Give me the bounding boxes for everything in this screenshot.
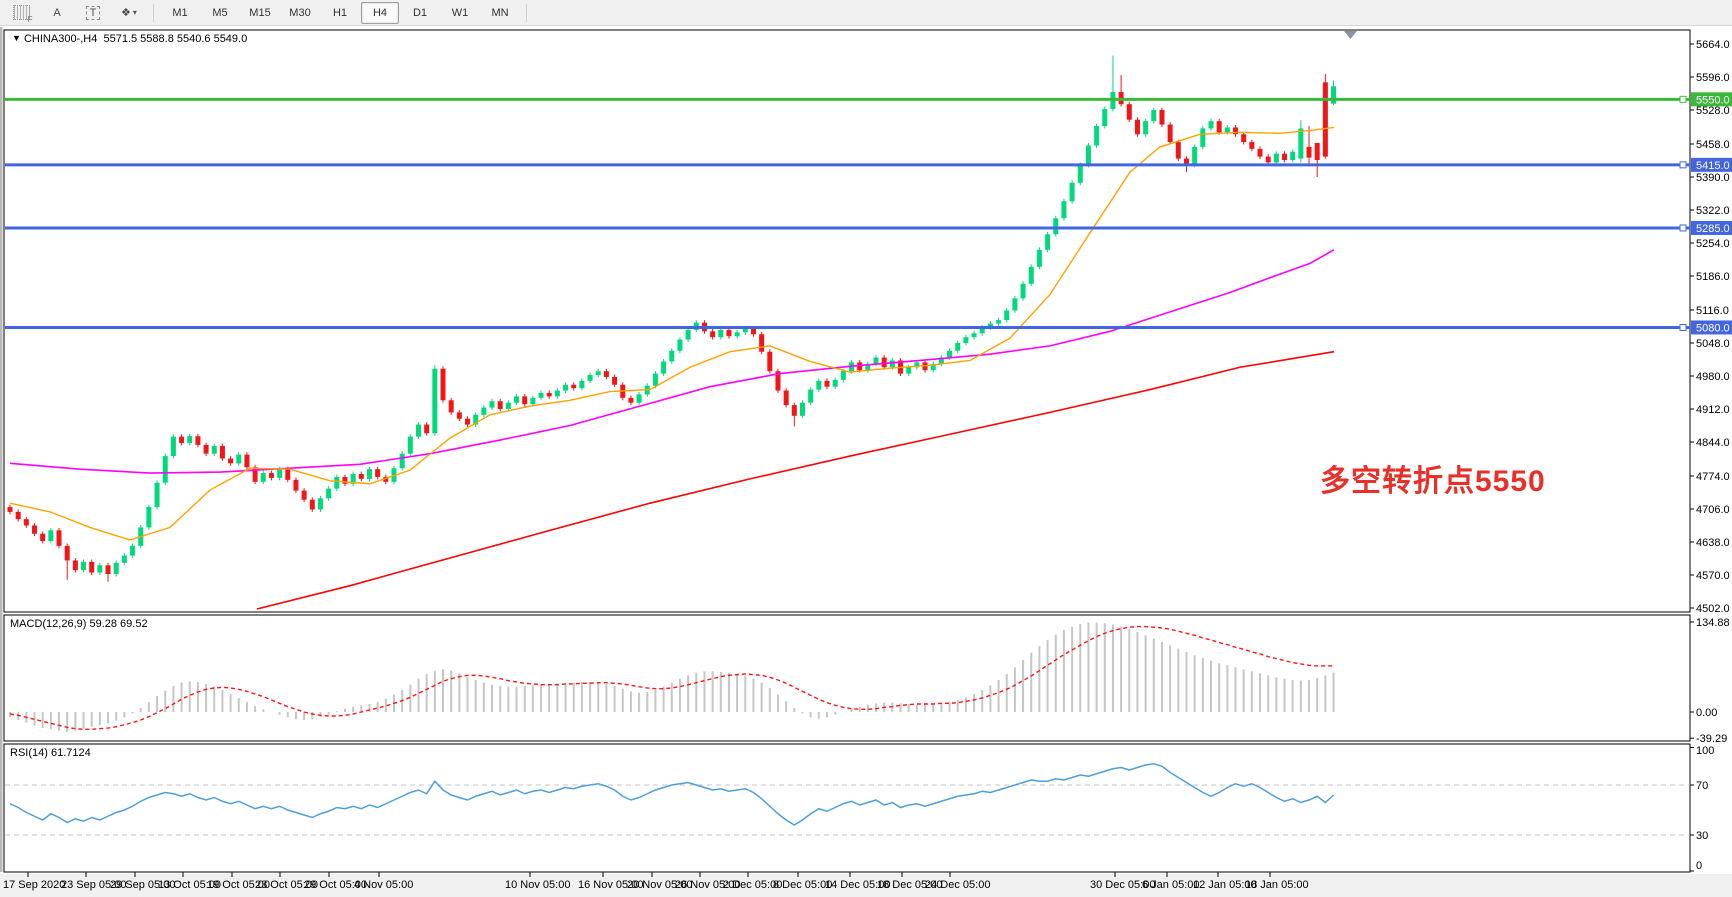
svg-text:5080.0: 5080.0 (1696, 322, 1730, 334)
svg-text:134.88: 134.88 (1696, 617, 1730, 629)
grid-icon: F (12, 5, 33, 24)
symbol-name: CHINA300-,H4 (23, 33, 98, 45)
svg-text:5254.0: 5254.0 (1696, 238, 1730, 250)
svg-text:19 Oct 05:00: 19 Oct 05:00 (207, 879, 270, 891)
svg-text:30 Dec 05:00: 30 Dec 05:00 (1090, 879, 1155, 891)
timeframe-button-h4[interactable]: H4 (361, 1, 399, 24)
price-level-badges: 5550.0 5415.0 5285.0 5080.0 (1691, 92, 1732, 335)
macd-indicator-label: MACD(12,26,9) 59.28 69.52 (10, 618, 148, 630)
svg-text:4844.0: 4844.0 (1696, 437, 1730, 449)
svg-text:4706.0: 4706.0 (1696, 504, 1730, 516)
svg-text:30: 30 (1696, 830, 1708, 842)
timeframe-button-h1[interactable]: H1 (332, 6, 348, 19)
svg-text:16 Nov 05:00: 16 Nov 05:00 (578, 879, 643, 891)
svg-text:5186.0: 5186.0 (1696, 271, 1730, 283)
svg-text:5415.0: 5415.0 (1696, 160, 1730, 172)
svg-text:23 Oct 05:00: 23 Oct 05:00 (255, 879, 318, 891)
svg-text:5048.0: 5048.0 (1696, 338, 1730, 350)
horizontal-price-lines[interactable] (5, 95, 1690, 331)
svg-text:13 Oct 05:00: 13 Oct 05:00 (158, 879, 221, 891)
svg-text:5664.0: 5664.0 (1696, 39, 1730, 51)
timeframe-button-mn[interactable]: MN (491, 6, 509, 19)
svg-text:6 Jan 05:00: 6 Jan 05:00 (1142, 879, 1200, 891)
timeframe-button-m30[interactable]: M30 (289, 6, 311, 19)
rsi-panel[interactable]: 100 70 30 0 (5, 745, 1714, 872)
svg-text:18 Jan 05:00: 18 Jan 05:00 (1245, 879, 1309, 891)
svg-text:20 Nov 05:00: 20 Nov 05:00 (627, 879, 692, 891)
toolbar-separator (153, 3, 154, 22)
svg-text:5550.0: 5550.0 (1696, 94, 1730, 106)
text-box-tool-button[interactable]: T (76, 2, 110, 24)
top-toolbar: F A T ❖ ▾ M1 M5 M15 M30 H1 H4 D1 W1 MN (0, 0, 1732, 26)
chevron-down-icon: ▾ (132, 8, 137, 17)
svg-text:4502.0: 4502.0 (1696, 603, 1730, 615)
svg-text:26 Nov 05:00: 26 Nov 05:00 (675, 879, 740, 891)
price-axis[interactable]: 5664.0 5596.0 5528.0 5458.0 5390.0 5322.0 5254… (1690, 39, 1730, 615)
svg-text:12 Jan 05:00: 12 Jan 05:00 (1193, 879, 1257, 891)
text-label-tool-button[interactable]: A (40, 2, 74, 24)
scroll-position-triangle-icon (1344, 31, 1357, 39)
macd-panel[interactable]: 134.88 0.00 -39.29 (9, 617, 1730, 745)
toolbar-separator (526, 3, 527, 22)
svg-text:5116.0: 5116.0 (1696, 305, 1729, 317)
timeframe-button-w1[interactable]: W1 (451, 6, 469, 19)
text-a-icon: A (53, 6, 61, 19)
svg-text:5528.0: 5528.0 (1696, 105, 1730, 117)
svg-text:29 Sep 05:00: 29 Sep 05:00 (110, 879, 175, 891)
svg-text:5285.0: 5285.0 (1696, 223, 1730, 235)
svg-text:-39.29: -39.29 (1696, 733, 1727, 745)
timeframe-button-group: M1 M5 M15 M30 H1 H4 D1 W1 MN (161, 1, 519, 24)
timeframe-button-m15[interactable]: M15 (249, 6, 271, 19)
svg-text:18 Dec 05:00: 18 Dec 05:00 (877, 879, 942, 891)
svg-text:4638.0: 4638.0 (1696, 537, 1730, 549)
timeframe-button-d1[interactable]: D1 (412, 6, 428, 19)
svg-text:14 Dec 05:00: 14 Dec 05:00 (825, 879, 890, 891)
svg-text:4570.0: 4570.0 (1696, 570, 1730, 582)
rsi-indicator-label: RSI(14) 61.7124 (10, 747, 91, 759)
svg-text:8 Dec 05:00: 8 Dec 05:00 (773, 879, 832, 891)
panel-frames (0, 27, 1732, 873)
svg-text:4980.0: 4980.0 (1696, 371, 1730, 383)
svg-text:10 Nov 05:00: 10 Nov 05:00 (505, 879, 570, 891)
ohlc-values: 5571.5 5588.8 5540.6 5549.0 (103, 33, 248, 45)
svg-text:0.00: 0.00 (1696, 707, 1717, 719)
svg-text:70: 70 (1696, 780, 1708, 792)
timeframe-button-m5[interactable]: M5 (212, 6, 228, 19)
crosshair-grid-tool-button[interactable]: F (4, 2, 38, 24)
svg-text:5596.0: 5596.0 (1696, 72, 1730, 84)
symbol-dropdown-icon[interactable]: ▼ (12, 33, 21, 43)
svg-text:29 Oct 05:00: 29 Oct 05:00 (304, 879, 367, 891)
svg-text:5458.0: 5458.0 (1696, 139, 1730, 151)
svg-text:100: 100 (1696, 745, 1714, 757)
svg-text:4774.0: 4774.0 (1696, 471, 1730, 483)
svg-text:4912.0: 4912.0 (1696, 404, 1730, 416)
symbol-ohlc-line[interactable]: ▼ CHINA300-,H4 5571.5 5588.8 5540.6 5549… (12, 33, 247, 45)
svg-text:5322.0: 5322.0 (1696, 205, 1730, 217)
chart-text-annotation[interactable]: 多空转折点5550 (1320, 465, 1546, 498)
timeframe-button-m1[interactable]: M1 (172, 6, 188, 19)
svg-text:23 Sep 05:00: 23 Sep 05:00 (61, 879, 126, 891)
svg-text:24 Dec 05:00: 24 Dec 05:00 (925, 879, 990, 891)
shapes-tool-button[interactable]: ❖ ▾ (112, 2, 146, 24)
svg-text:0: 0 (1696, 860, 1702, 872)
text-box-icon: T (85, 5, 101, 20)
svg-text:5390.0: 5390.0 (1696, 172, 1730, 184)
shapes-icon: ❖ (121, 7, 131, 19)
svg-text:17 Sep 2020: 17 Sep 2020 (3, 879, 65, 891)
svg-text:4 Nov 05:00: 4 Nov 05:00 (354, 879, 413, 891)
svg-text:2 Dec 05:00: 2 Dec 05:00 (723, 879, 782, 891)
